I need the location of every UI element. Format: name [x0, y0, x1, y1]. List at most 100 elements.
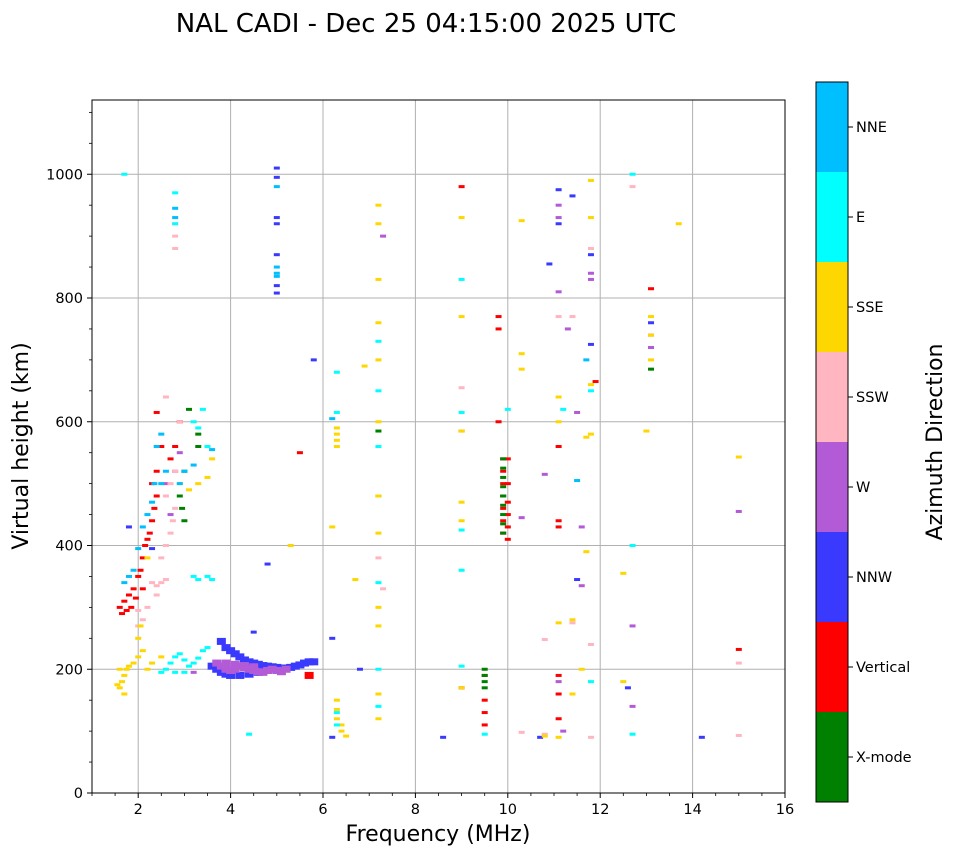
- data-point-vertical: [735, 647, 742, 651]
- data-point-vertical: [167, 457, 174, 461]
- data-point-ssw: [167, 482, 174, 486]
- data-point-vertical: [137, 568, 144, 572]
- data-point-e: [375, 581, 382, 585]
- colorbar-swatch: [816, 532, 848, 622]
- data-point-vertical: [135, 574, 142, 578]
- data-point-nne: [151, 482, 158, 486]
- data-point-nnw: [555, 188, 562, 192]
- data-point-sse: [569, 618, 576, 622]
- data-point-ssw: [172, 247, 179, 250]
- data-point-vertical: [500, 469, 507, 473]
- colorbar-tick-label: W: [856, 480, 870, 496]
- data-point-x-mode: [500, 522, 507, 526]
- data-point-ssw: [172, 469, 179, 473]
- x-tick-label: 6: [318, 802, 327, 818]
- data-point-nne: [125, 574, 132, 578]
- data-point-nnw: [253, 660, 263, 668]
- data-point-sse: [130, 661, 137, 665]
- data-point-nne: [273, 274, 280, 278]
- data-point-vertical: [130, 587, 137, 591]
- data-point-x-mode: [186, 407, 193, 411]
- data-point-sse: [333, 432, 340, 436]
- data-point-sse: [135, 636, 142, 640]
- data-point-e: [121, 172, 128, 176]
- data-point-x-mode: [500, 513, 507, 517]
- data-point-sse: [675, 222, 682, 226]
- data-point-sse: [555, 395, 562, 399]
- data-point-nne: [176, 482, 183, 486]
- data-point-nne: [583, 358, 590, 362]
- data-point-ssw: [735, 661, 742, 665]
- data-point-vertical: [504, 500, 511, 504]
- data-point-sse: [518, 352, 525, 356]
- data-point-nnw: [574, 578, 581, 582]
- data-point-sse: [204, 475, 211, 479]
- data-point-sse: [375, 358, 382, 362]
- data-point-vertical: [296, 451, 303, 455]
- data-point-sse: [375, 692, 382, 696]
- data-point-x-mode: [195, 445, 202, 448]
- y-axis-label: Virtual height (km): [9, 342, 34, 549]
- x-tick-label: 2: [134, 802, 143, 818]
- data-point-e: [199, 649, 206, 653]
- data-point-e: [587, 389, 594, 393]
- data-point-vertical: [592, 380, 599, 384]
- data-point-e: [375, 389, 382, 393]
- data-point-nnw: [249, 659, 259, 667]
- azimuth-colorbar: X-mode Vertical NNW W SSW SSE E NNE: [816, 82, 912, 802]
- x-tick-label: 10: [499, 802, 517, 818]
- data-point-sse: [458, 429, 465, 433]
- data-point-e: [172, 222, 179, 226]
- data-point-sse: [375, 203, 382, 207]
- data-point-vertical: [304, 671, 314, 679]
- data-point-sse: [333, 717, 340, 721]
- data-point-vertical: [555, 525, 562, 529]
- data-point-nnw: [235, 653, 245, 661]
- x-axis-label: Frequency (MHz): [346, 822, 531, 847]
- data-point-ssw: [153, 593, 160, 597]
- data-point-ssw: [518, 730, 525, 734]
- data-point-w: [221, 659, 231, 667]
- data-point-nne: [158, 432, 165, 436]
- data-point-sse: [375, 494, 382, 498]
- data-point-sse: [343, 734, 350, 738]
- data-point-nne: [144, 513, 151, 517]
- data-point-sse: [125, 664, 132, 668]
- data-point-x-mode: [481, 686, 488, 690]
- data-point-ssw: [380, 587, 387, 591]
- data-point-sse: [333, 438, 340, 442]
- data-point-nnw: [207, 662, 217, 670]
- data-point-w: [578, 525, 585, 529]
- data-point-vertical: [151, 506, 158, 510]
- data-point-vertical: [158, 445, 165, 448]
- data-point-nnw: [149, 547, 156, 551]
- y-tick-label: 600: [55, 415, 83, 431]
- data-point-nnw: [273, 291, 280, 295]
- data-point-nnw: [329, 636, 336, 640]
- data-point-nne: [273, 271, 280, 275]
- data-point-w: [235, 662, 245, 670]
- data-point-vertical: [481, 698, 488, 702]
- data-point-nnw: [264, 562, 271, 566]
- data-point-nnw: [226, 647, 236, 655]
- data-point-sse: [186, 488, 193, 492]
- data-point-ssw: [587, 247, 594, 250]
- colorbar-tick-label: SSE: [856, 300, 884, 316]
- data-point-e: [458, 664, 465, 668]
- data-point-vertical: [142, 544, 149, 547]
- data-point-x-mode: [481, 680, 488, 684]
- data-point-e: [209, 578, 216, 582]
- data-point-vertical: [153, 469, 160, 473]
- data-point-vertical: [123, 608, 130, 612]
- data-point-nnw: [235, 671, 245, 679]
- data-point-sse: [569, 692, 576, 696]
- data-point-sse: [587, 216, 594, 220]
- data-point-nne: [139, 525, 146, 529]
- data-point-sse: [333, 426, 340, 430]
- data-point-w: [518, 516, 525, 520]
- data-point-w: [281, 665, 291, 673]
- data-point-e: [181, 670, 188, 674]
- data-point-nnw: [221, 644, 231, 652]
- data-point-sse: [375, 717, 382, 721]
- data-point-e: [504, 407, 511, 411]
